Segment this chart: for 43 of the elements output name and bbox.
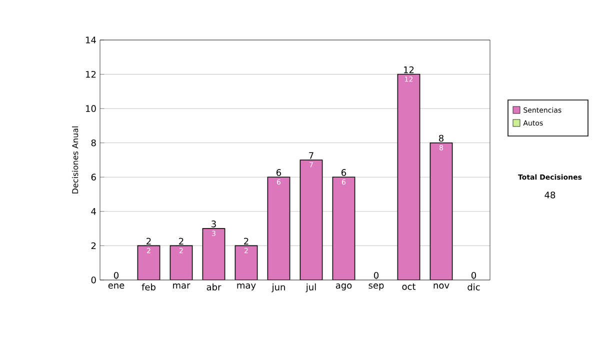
x-tick-label: jun [272,284,285,292]
total-label: 2 [244,238,248,244]
x-tick-label: may [237,284,256,290]
bar [137,245,160,280]
x-tick-label: mar [173,284,190,289]
total-label: 8 [438,134,444,142]
total-label: 2 [179,238,184,244]
total-label: 2 [146,238,151,244]
y-tick-label: 0 [91,276,96,284]
total-label: 6 [342,169,346,176]
bar [332,176,356,280]
y-tick-label: 4 [91,208,96,215]
x-tick-label: sep [368,284,384,290]
total-label: 0 [114,272,119,279]
y-tick-label: 2 [91,242,96,250]
total-label: 3 [212,220,216,228]
total-label: 6 [276,169,282,176]
bar [430,142,453,280]
x-tick-label: oct [402,284,416,290]
x-tick-label: dic [468,284,480,290]
total-label: 12 [404,66,414,74]
bar [397,74,420,280]
total-label: 7 [309,152,314,159]
total-label: 0 [471,272,476,279]
bar [300,160,323,280]
y-tick-label: 10 [86,105,96,112]
y-tick-label: 8 [91,139,96,146]
total-label: 0 [374,272,379,279]
y-tick-label: 12 [86,70,96,78]
x-tick-label: ene [108,284,124,289]
x-tick-label: nov [434,284,450,289]
bar [267,176,290,280]
bar [202,228,226,280]
x-tick-label: abr [206,284,222,290]
x-tick-label: feb [142,284,156,290]
y-tick-label: 14 [86,36,96,44]
text: 48 [544,192,556,198]
x-tick-label: jul [306,284,316,292]
y-axis-title: Decisiones Anual [72,126,78,194]
bar [170,245,193,280]
x-tick-label: ago [336,284,352,290]
y-tick-label: 6 [91,174,96,181]
bar [234,245,258,280]
